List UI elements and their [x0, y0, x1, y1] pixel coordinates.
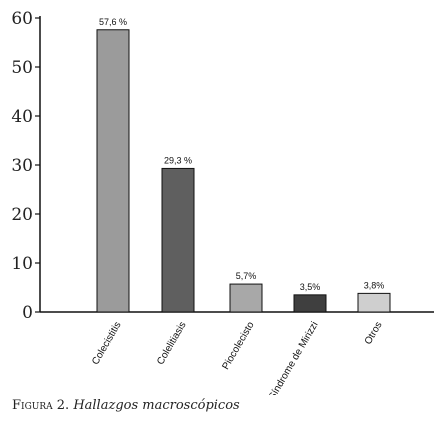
figure-caption: Figura 2. Hallazgos macroscópicos: [12, 398, 240, 413]
category-label: Síndrome de Mirizzi: [267, 320, 321, 395]
y-tick-label: 40: [11, 107, 33, 127]
caption-prefix: Figura 2.: [12, 398, 70, 413]
y-tick-label: 0: [22, 303, 33, 323]
y-tick-label: 30: [11, 156, 33, 176]
bar: [161, 167, 195, 313]
data-label: 3,5%: [300, 282, 321, 292]
y-tick-label: 60: [11, 9, 33, 29]
bar-chart: 0 10 20 30 40 50 60 57,6 % Colecistitis 29,3 % Col…: [11, 9, 434, 395]
data-label: 29,3 %: [164, 155, 192, 165]
category-label: Otros: [363, 320, 385, 347]
y-tick-label: 10: [11, 254, 33, 274]
bar: [96, 29, 130, 313]
category-label: Colecistitis: [90, 320, 123, 367]
data-label: 57,6 %: [99, 17, 127, 27]
y-tick-label: 20: [11, 205, 33, 225]
bar: [293, 294, 327, 313]
data-label: 5,7%: [236, 271, 257, 281]
y-tick-label: 50: [11, 58, 33, 78]
bar: [357, 292, 391, 313]
data-label: 3,8%: [364, 280, 385, 290]
category-label: Piocolecisto: [220, 320, 256, 372]
caption-title: Hallazgos macroscópicos: [73, 398, 240, 413]
category-label: Colelitiasis: [155, 320, 188, 367]
bar: [229, 283, 263, 313]
